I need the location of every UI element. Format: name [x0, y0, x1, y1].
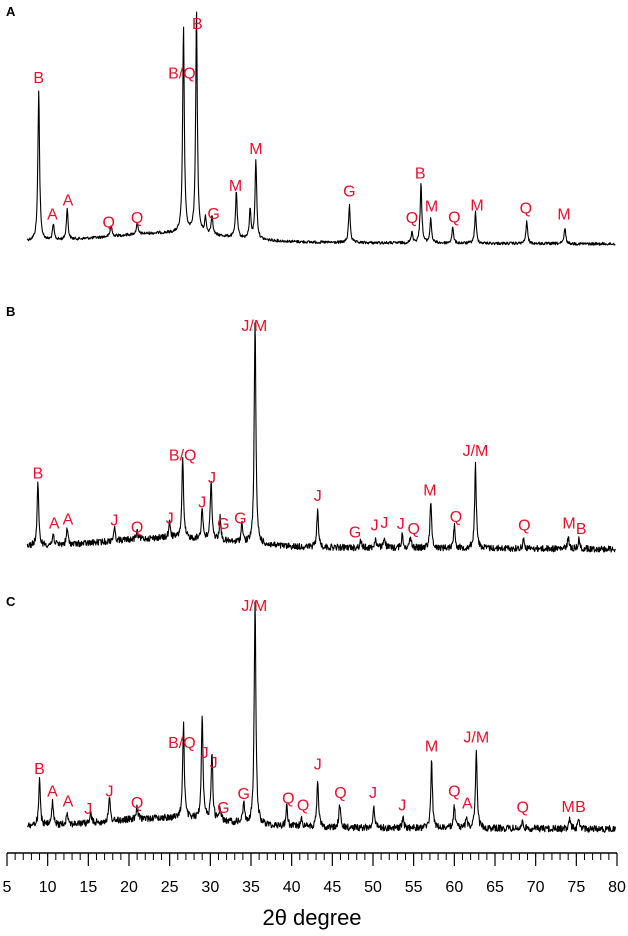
x-tick-label: 45 [323, 879, 341, 896]
peak-label: G [217, 800, 229, 817]
x-axis-ticks: 5 10 15 20 25 30 35 40 45 50 55 60 65 70 75 80 [3, 853, 626, 896]
peak-label: M [425, 739, 438, 756]
panel-c-trace [27, 601, 616, 833]
peak-label: M [425, 198, 438, 215]
peak-label: Q [516, 799, 528, 816]
peak-label: B [33, 465, 44, 482]
x-axis-title: 2θ degree [262, 905, 361, 930]
peak-label: Q [406, 210, 418, 227]
peak-label: J [210, 755, 218, 772]
peak-label: J/M [463, 730, 489, 747]
peak-label: M [557, 207, 570, 224]
peak-label: B/Q [169, 447, 197, 464]
peak-label: M [423, 482, 436, 499]
peak-label: M [562, 799, 575, 816]
x-tick-label: 5 [3, 879, 12, 896]
peak-label: B [34, 761, 45, 778]
peak-label: J [110, 513, 118, 530]
peak-label: B [415, 166, 426, 183]
peak-label: B [575, 799, 586, 816]
peak-label: J [106, 784, 114, 801]
peak-label: Q [407, 521, 419, 538]
peak-label: J [84, 801, 92, 818]
peak-label: M [249, 141, 262, 158]
x-tick-label: 15 [79, 879, 97, 896]
peak-label: M [229, 178, 242, 195]
panel-c-letter: C [6, 594, 16, 609]
peak-label: A [49, 516, 60, 533]
peak-label: A [63, 192, 74, 209]
peak-label: M [562, 516, 575, 533]
peak-label: Q [131, 795, 143, 812]
peak-label: J [398, 798, 406, 815]
x-tick-label: 50 [364, 879, 382, 896]
peak-label: J/M [241, 598, 267, 615]
peak-label: J [166, 510, 174, 527]
peak-label: J [208, 470, 216, 487]
peak-label: B [33, 70, 44, 87]
peak-label: B/Q [168, 735, 196, 752]
peak-label: B/Q [168, 65, 196, 82]
x-tick-label: 80 [608, 879, 626, 896]
peak-label: M [470, 198, 483, 215]
peak-label: Q [131, 210, 143, 227]
peak-label: G [343, 183, 355, 200]
x-tick-label: 20 [120, 879, 138, 896]
peak-label: A [47, 207, 58, 224]
peak-label: G [217, 516, 229, 533]
x-tick-label: 10 [39, 879, 57, 896]
peak-label: Q [448, 209, 460, 226]
peak-label: A [63, 511, 74, 528]
panel-a-letter: A [6, 4, 16, 19]
peak-label: Q [334, 785, 346, 802]
peak-label: Q [520, 201, 532, 218]
peak-label: B [576, 521, 587, 538]
x-tick-label: 30 [201, 879, 219, 896]
x-tick-label: 55 [405, 879, 423, 896]
panel-b-letter: B [6, 304, 15, 319]
x-tick-label: 40 [283, 879, 301, 896]
peak-label: G [234, 511, 246, 528]
peak-label: J/M [241, 318, 267, 335]
panel-b-trace [26, 322, 616, 553]
peak-label: Q [297, 798, 309, 815]
peak-label: J [201, 745, 209, 762]
peak-label: Q [102, 215, 114, 232]
peak-label: G [207, 206, 219, 223]
panel-a-trace [26, 11, 616, 246]
peak-label: J/M [463, 443, 489, 460]
peak-label: J [314, 488, 322, 505]
peak-label: Q [448, 784, 460, 801]
peak-label: Q [131, 519, 143, 536]
peak-label: G [349, 525, 361, 542]
peak-label: J [371, 518, 379, 535]
x-axis: 5 10 15 20 25 30 35 40 45 50 55 60 65 70 75 80 2θ degre… [3, 852, 626, 930]
peak-label: Q [282, 791, 294, 808]
x-tick-label: 25 [161, 879, 179, 896]
x-tick-label: 70 [527, 879, 545, 896]
peak-label: J [198, 495, 206, 512]
peak-label: J [397, 516, 405, 533]
x-tick-label: 75 [567, 879, 585, 896]
x-tick-label: 60 [445, 879, 463, 896]
peak-label: Q [450, 509, 462, 526]
peak-label: J [314, 757, 322, 774]
x-tick-label: 65 [486, 879, 504, 896]
peak-label: J [369, 785, 377, 802]
peak-label: A [462, 796, 473, 813]
peak-label: J [380, 515, 388, 532]
peak-label: Q [518, 518, 530, 535]
peak-label: B [192, 16, 203, 33]
x-tick-label: 35 [242, 879, 260, 896]
peak-label: A [63, 794, 74, 811]
peak-label: A [47, 784, 58, 801]
peak-label: G [237, 786, 249, 803]
